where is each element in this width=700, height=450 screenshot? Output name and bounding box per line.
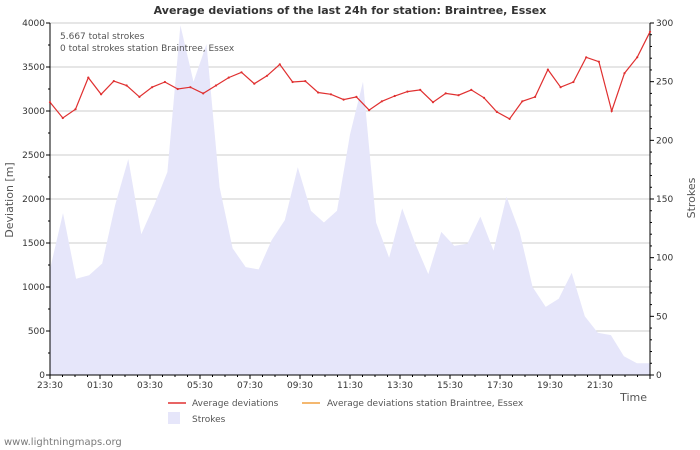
average-deviation-point-3	[87, 76, 90, 79]
average-deviation-point-40	[559, 86, 562, 89]
legend-label-station-deviations: Average deviations station Braintree, Es…	[327, 399, 524, 409]
y-axis-label: Deviation [m]	[3, 162, 16, 237]
average-deviation-point-10	[176, 87, 179, 91]
legend: Average deviations Average deviations st…	[168, 399, 524, 425]
average-deviation-point-14	[227, 76, 230, 79]
y-right-tick-label-100: 100	[656, 254, 673, 264]
annotation-station-strokes: 0 total strokes station Braintree, Essex	[60, 44, 235, 54]
x-tick-label-0: 23:30	[37, 381, 63, 391]
y-right-tick-label-150: 150	[656, 195, 673, 205]
average-deviation-point-39	[546, 68, 550, 71]
legend-label-average-deviations: Average deviations	[192, 399, 279, 409]
y-right-tick-label-50: 50	[656, 312, 668, 322]
average-deviation-point-24	[355, 95, 358, 98]
average-deviation-point-36	[508, 117, 511, 120]
y-tick-label-1500: 1500	[22, 239, 45, 249]
y-right-tick-label-300: 300	[656, 19, 673, 29]
y-tick-label-3000: 3000	[22, 107, 45, 117]
average-deviation-point-18	[278, 63, 281, 66]
x-tick-label-4: 07:30	[237, 381, 263, 391]
average-deviation-point-4	[100, 93, 103, 96]
y-tick-label-1000: 1000	[22, 283, 45, 293]
x-tick-label-1: 01:30	[87, 381, 113, 391]
average-deviation-point-41	[572, 80, 575, 84]
average-deviation-point-33	[470, 88, 473, 91]
average-deviation-point-27	[393, 94, 396, 98]
y-right-tick-label-200: 200	[656, 136, 673, 146]
right-axis-ticks: 0 50 100 150 200 250 300	[650, 19, 673, 381]
average-deviation-point-37	[521, 100, 524, 103]
average-deviation-point-25	[368, 109, 371, 112]
strokes-area	[50, 25, 650, 376]
x-tick-label-9: 17:30	[487, 381, 513, 391]
annotation-total-strokes: 5.667 total strokes	[60, 32, 145, 42]
x-tick-label-6: 11:30	[337, 381, 363, 391]
x-tick-label-10: 19:30	[537, 381, 563, 391]
average-deviation-point-30	[431, 101, 435, 104]
average-deviation-point-2	[74, 108, 77, 111]
average-deviation-point-29	[419, 88, 422, 91]
legend-label-strokes: Strokes	[192, 415, 226, 425]
y-axis-right-label: Strokes	[685, 177, 698, 218]
y-tick-label-0: 0	[39, 371, 45, 381]
average-deviation-point-13	[214, 84, 218, 87]
y-tick-label-3500: 3500	[22, 63, 45, 73]
chart-title: Average deviations of the last 24h for s…	[154, 4, 547, 17]
average-deviation-point-43	[597, 60, 601, 63]
average-deviation-point-21	[317, 91, 320, 94]
x-tick-label-11: 21:30	[587, 381, 613, 391]
y-tick-label-2000: 2000	[22, 195, 45, 205]
average-deviation-point-23	[342, 98, 345, 101]
average-deviation-point-34	[482, 96, 486, 99]
legend-swatch-strokes	[168, 412, 180, 424]
left-axis-ticks: 0 500 1000 1500 2000 2500 3000 3500 4000	[22, 19, 50, 381]
x-tick-label-7: 13:30	[387, 381, 413, 391]
average-deviation-point-38	[534, 95, 537, 98]
average-deviation-point-46	[636, 56, 639, 59]
average-deviations-line	[49, 31, 651, 120]
y-tick-label-4000: 4000	[22, 19, 45, 29]
average-deviation-point-32	[457, 94, 460, 97]
average-deviation-point-15	[240, 71, 243, 74]
average-deviation-point-47	[648, 30, 652, 33]
y-tick-label-500: 500	[28, 327, 45, 337]
x-tick-label-2: 03:30	[137, 381, 163, 391]
average-deviation-point-6	[125, 84, 128, 87]
x-axis-ticks: 23:30 01:30 03:30 05:30 07:30 09:30 11:30 13:30…	[37, 375, 651, 391]
average-deviation-point-44	[610, 109, 613, 113]
average-deviation-point-1	[61, 116, 64, 120]
average-deviation-point-28	[406, 90, 409, 93]
average-deviation-point-17	[265, 74, 269, 77]
average-deviation-point-45	[623, 72, 626, 75]
average-deviation-point-16	[253, 82, 256, 85]
average-deviation-point-19	[291, 80, 294, 84]
y-tick-label-2500: 2500	[22, 151, 45, 161]
y-right-tick-label-250: 250	[656, 78, 673, 88]
average-deviation-point-42	[585, 56, 588, 59]
average-deviation-point-31	[444, 92, 447, 95]
credit-text: www.lightningmaps.org	[4, 437, 122, 448]
x-tick-label-5: 09:30	[287, 381, 313, 391]
average-deviation-point-22	[329, 93, 332, 96]
average-deviation-point-11	[189, 86, 192, 89]
average-deviation-point-35	[495, 110, 498, 113]
average-deviation-point-12	[202, 92, 205, 95]
average-deviation-point-7	[138, 95, 141, 98]
average-deviation-point-0	[48, 101, 52, 104]
x-tick-label-8: 15:30	[437, 381, 463, 391]
average-deviation-point-5	[112, 80, 115, 83]
average-deviation-point-20	[304, 80, 307, 83]
x-axis-label: Time	[619, 391, 647, 404]
average-deviation-point-9	[163, 80, 166, 84]
x-tick-label-3: 05:30	[187, 381, 213, 391]
average-deviations-points	[48, 30, 652, 120]
average-deviation-point-26	[380, 100, 383, 103]
average-deviation-point-8	[151, 86, 154, 89]
y-right-tick-label-0: 0	[656, 371, 662, 381]
